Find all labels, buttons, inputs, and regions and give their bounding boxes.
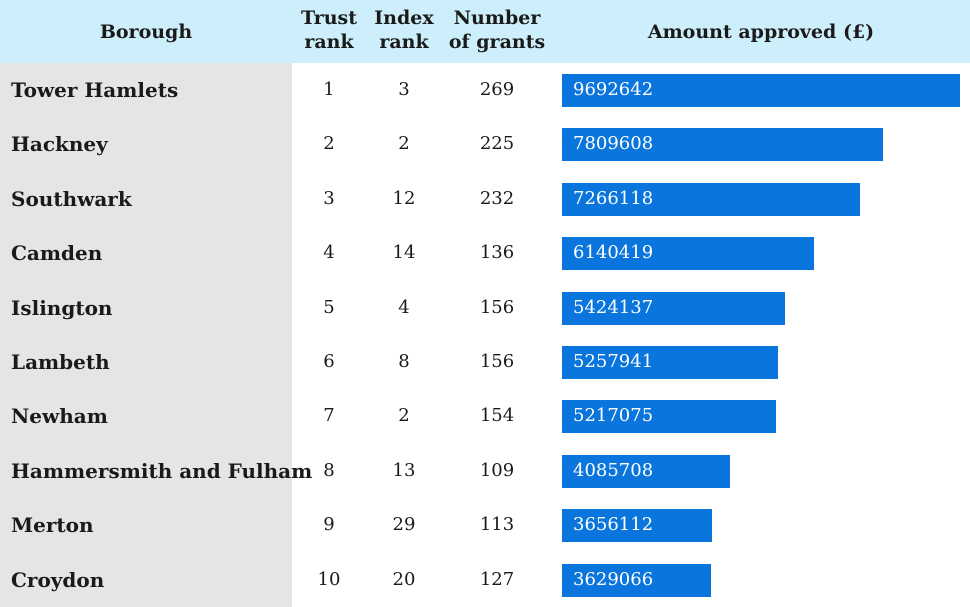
- index-rank-cell: 13: [392, 459, 416, 481]
- grants-cell: 127: [479, 568, 515, 590]
- borough-name: Islington: [11, 295, 113, 320]
- trust-rank-cell: 6: [323, 351, 335, 372]
- borough-name: Hammersmith and Fulham: [11, 458, 313, 483]
- column-header-borough: Borough: [60, 20, 232, 44]
- borough-name: Lambeth: [11, 350, 110, 374]
- amount-value-label: 5257941: [573, 351, 654, 372]
- index-rank-cell: 12: [392, 187, 416, 209]
- amount-bar: [562, 182, 861, 216]
- index-rank-cell: 20: [392, 568, 416, 590]
- header-line: of grants: [448, 31, 546, 53]
- index-rank-cell: 29: [392, 514, 416, 536]
- grants-cell: 232: [479, 187, 515, 209]
- amount-value-label: 9692642: [573, 79, 654, 100]
- trust-rank-cell: 8: [323, 459, 335, 481]
- column-header-index-rank: Index rank: [370, 6, 438, 54]
- amount-value-label: 3629066: [573, 568, 654, 590]
- amount-bar: [562, 509, 713, 543]
- column-header-number-of-grants: Number of grants: [446, 6, 548, 54]
- amount-value-label: 7809608: [573, 133, 654, 155]
- amount-bar: [562, 400, 777, 434]
- amount-value-label: 5424137: [573, 296, 654, 318]
- table-header-band: [0, 0, 970, 63]
- amount-value-label: 3656112: [573, 514, 654, 536]
- grants-cell: 156: [479, 296, 515, 318]
- borough-name: Southwark: [11, 186, 132, 211]
- trust-rank-cell: 10: [317, 568, 341, 590]
- grants-cell: 113: [479, 514, 515, 536]
- borough-column-background: [0, 63, 292, 607]
- amount-bar: [562, 128, 883, 162]
- trust-rank-cell: 4: [323, 242, 335, 264]
- header-line: Amount approved (£): [647, 21, 875, 43]
- borough-name: Newham: [11, 404, 108, 429]
- index-rank-cell: 2: [398, 133, 410, 155]
- grants-cell: 109: [479, 459, 515, 481]
- header-line: rank: [379, 31, 429, 53]
- index-rank-cell: 4: [398, 296, 410, 318]
- amount-bar: [562, 237, 815, 271]
- column-header-trust-rank: Trust rank: [296, 6, 362, 54]
- amount-bar: [562, 563, 712, 597]
- borough-name: Croydon: [11, 567, 105, 592]
- borough-name: Camden: [11, 241, 103, 266]
- trust-rank-cell: 9: [323, 514, 335, 536]
- trust-rank-cell: 2: [323, 133, 335, 155]
- trust-rank-cell: 1: [323, 79, 335, 100]
- amount-value-label: 7266118: [573, 187, 654, 209]
- amount-value-label: 6140419: [573, 242, 654, 264]
- grants-cell: 154: [479, 405, 515, 427]
- amount-value-label: 4085708: [573, 459, 654, 481]
- borough-name: Tower Hamlets: [11, 78, 179, 102]
- amount-bar: [562, 74, 960, 107]
- amount-bar: [562, 291, 785, 325]
- header-line: Number: [453, 7, 541, 29]
- index-rank-cell: 2: [398, 405, 410, 427]
- amount-bar: [562, 346, 778, 379]
- header-line: Trust: [300, 7, 358, 29]
- amount-bar: [562, 454, 730, 488]
- index-rank-cell: 14: [392, 242, 416, 264]
- grants-cell: 156: [479, 351, 515, 372]
- trust-rank-cell: 7: [323, 405, 335, 427]
- borough-name: Hackney: [11, 132, 108, 157]
- header-line: rank: [304, 31, 354, 53]
- header-line: Borough: [99, 21, 193, 43]
- borough-name: Merton: [11, 513, 94, 538]
- index-rank-cell: 3: [398, 79, 410, 100]
- header-line: Index: [374, 7, 434, 29]
- grants-cell: 225: [479, 133, 515, 155]
- column-header-amount-approved: Amount approved (£): [580, 20, 942, 44]
- trust-rank-cell: 5: [323, 296, 335, 318]
- trust-rank-cell: 3: [323, 187, 335, 209]
- grants-cell: 269: [479, 79, 515, 100]
- index-rank-cell: 8: [398, 351, 410, 372]
- amount-value-label: 5217075: [573, 405, 654, 427]
- grants-cell: 136: [479, 242, 515, 264]
